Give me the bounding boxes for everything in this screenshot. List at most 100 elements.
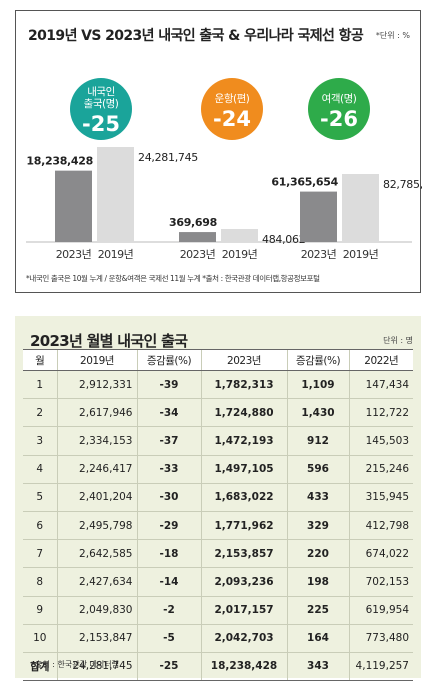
cell-2022: 215,246	[348, 455, 413, 484]
cell-2019: 2,912,331	[56, 370, 137, 400]
category-label-1-2023: 2023년	[56, 248, 92, 261]
cell-change-vs-2019: -39	[136, 370, 201, 400]
cell-2023: 2,042,703	[200, 624, 287, 653]
total-cell-2023: 18,238,428	[200, 652, 287, 682]
data-label-2-2019: 484,062	[262, 233, 305, 246]
header-change-vs-2019: 증감률(%)	[136, 349, 201, 371]
cell-2023: 1,782,313	[200, 370, 287, 400]
bar-1-2019	[97, 147, 134, 242]
bar-3-2019	[342, 174, 379, 242]
cell-2023: 1,497,105	[200, 455, 287, 484]
badge-label-3: 여객(명)	[322, 93, 357, 105]
cell-month: 8	[23, 567, 57, 597]
total-cell-change-vs-2022: 343	[286, 652, 349, 682]
cell-change-vs-2022: 225	[286, 596, 349, 625]
badge-circle-2	[201, 78, 263, 140]
cell-change-vs-2022: 1,430	[286, 398, 349, 428]
cell-change-vs-2019: -37	[136, 426, 201, 456]
header-2023: 2023년	[200, 349, 287, 371]
table-unit-label: 단위 : 명	[383, 336, 413, 345]
cell-2019: 2,495,798	[56, 511, 137, 541]
cell-2019: 2,642,585	[56, 539, 137, 569]
badge-label-1: 출국(명)	[84, 98, 119, 110]
cell-2022: 702,153	[348, 567, 413, 597]
table-total-row: 합계 24,281,745 -25 18,238,428 343 4,119,257	[23, 652, 413, 682]
cell-change-vs-2019: -5	[136, 624, 201, 653]
cell-change-vs-2019: -34	[136, 398, 201, 428]
cell-2022: 112,722	[348, 398, 413, 428]
header-change-vs-2022: 증감률(%)	[286, 349, 349, 371]
cell-change-vs-2019: -14	[136, 567, 201, 597]
table-row: 5 2,401,204 -30 1,683,022 433 315,945	[23, 483, 413, 512]
table-row: 2 2,617,946 -34 1,724,880 1,430 112,722	[23, 398, 413, 428]
cell-change-vs-2022: 1,109	[286, 370, 349, 400]
cell-2023: 2,153,857	[200, 539, 287, 569]
bar-2-2023	[179, 232, 216, 242]
cell-2022: 315,945	[348, 483, 413, 512]
table-row: 10 2,153,847 -5 2,042,703 164 773,480	[23, 624, 413, 653]
cell-month: 1	[23, 370, 57, 400]
total-cell-2022: 4,119,257	[348, 652, 413, 682]
table-title: 2023년 월별 내국인 출국	[30, 332, 188, 350]
cell-month: 4	[23, 455, 57, 484]
category-label-3-2019: 2019년	[343, 248, 379, 261]
badge-circle-3	[308, 78, 370, 140]
header-month: 월	[23, 349, 57, 371]
cell-month: 3	[23, 426, 57, 456]
category-label-2-2019: 2019년	[222, 248, 258, 261]
table-row: 3 2,334,153 -37 1,472,193 912 145,503	[23, 426, 413, 456]
header-2022: 2022년	[348, 349, 413, 371]
cell-2023: 1,683,022	[200, 483, 287, 512]
cell-change-vs-2022: 433	[286, 483, 349, 512]
header-2019: 2019년	[56, 349, 137, 371]
cell-2019: 2,049,830	[56, 596, 137, 625]
table-row: 6 2,495,798 -29 1,771,962 329 412,798	[23, 511, 413, 541]
cell-change-vs-2019: -33	[136, 455, 201, 484]
monthly-departures-table: 월 2019년 증감률(%) 2023년 증감률(%) 2022년 1 2,912…	[23, 349, 413, 682]
cell-2023: 1,724,880	[200, 398, 287, 428]
cell-change-vs-2019: -29	[136, 511, 201, 541]
table-row: 8 2,427,634 -14 2,093,236 198 702,153	[23, 567, 413, 597]
chart-footnote: *내국인 출국은 10월 누계 / 운항&여객은 국제선 11월 누계 *출처 …	[26, 274, 320, 283]
cell-change-vs-2022: 596	[286, 455, 349, 484]
badge-circle-1	[70, 78, 132, 140]
category-label-3-2023: 2023년	[301, 248, 337, 261]
cell-2023: 1,771,962	[200, 511, 287, 541]
cell-change-vs-2019: -2	[136, 596, 201, 625]
cell-month: 9	[23, 596, 57, 625]
cell-2022: 674,022	[348, 539, 413, 569]
table-header-row: 월 2019년 증감률(%) 2023년 증감률(%) 2022년	[23, 349, 413, 371]
cell-change-vs-2019: -30	[136, 483, 201, 512]
cell-2019: 2,617,946	[56, 398, 137, 428]
table-row: 1 2,912,331 -39 1,782,313 1,109 147,434	[23, 370, 413, 400]
cell-change-vs-2019: -18	[136, 539, 201, 569]
cell-2019: 2,153,847	[56, 624, 137, 653]
bar-1-2023	[55, 170, 92, 242]
cell-change-vs-2022: 198	[286, 567, 349, 597]
category-label-1-2019: 2019년	[98, 248, 134, 261]
table-row: 4 2,246,417 -33 1,497,105 596 215,246	[23, 455, 413, 484]
badge-value-3: -26	[320, 107, 358, 131]
cell-2022: 145,503	[348, 426, 413, 456]
cell-2019: 2,334,153	[56, 426, 137, 456]
cell-change-vs-2022: 220	[286, 539, 349, 569]
cell-month: 6	[23, 511, 57, 541]
cell-2019: 2,401,204	[56, 483, 137, 512]
badge-value-1: -25	[82, 112, 120, 136]
cell-2022: 147,434	[348, 370, 413, 400]
cell-month: 2	[23, 398, 57, 428]
bar-3-2023	[300, 191, 337, 242]
comparison-chart-panel: 18,238,428 2023년 24,281,745 2019년 내국인 출국(명) -2…	[15, 10, 422, 293]
cell-2022: 619,954	[348, 596, 413, 625]
table-row: 7 2,642,585 -18 2,153,857 220 674,022	[23, 539, 413, 569]
cell-2023: 2,017,157	[200, 596, 287, 625]
cell-2019: 2,246,417	[56, 455, 137, 484]
data-label-3-2023: 61,365,654	[271, 176, 338, 189]
cell-2023: 1,472,193	[200, 426, 287, 456]
cell-month: 7	[23, 539, 57, 569]
category-label-2-2023: 2023년	[180, 248, 216, 261]
cell-2019: 2,427,634	[56, 567, 137, 597]
cell-change-vs-2022: 329	[286, 511, 349, 541]
table-row: 9 2,049,830 -2 2,017,157 225 619,954	[23, 596, 413, 625]
